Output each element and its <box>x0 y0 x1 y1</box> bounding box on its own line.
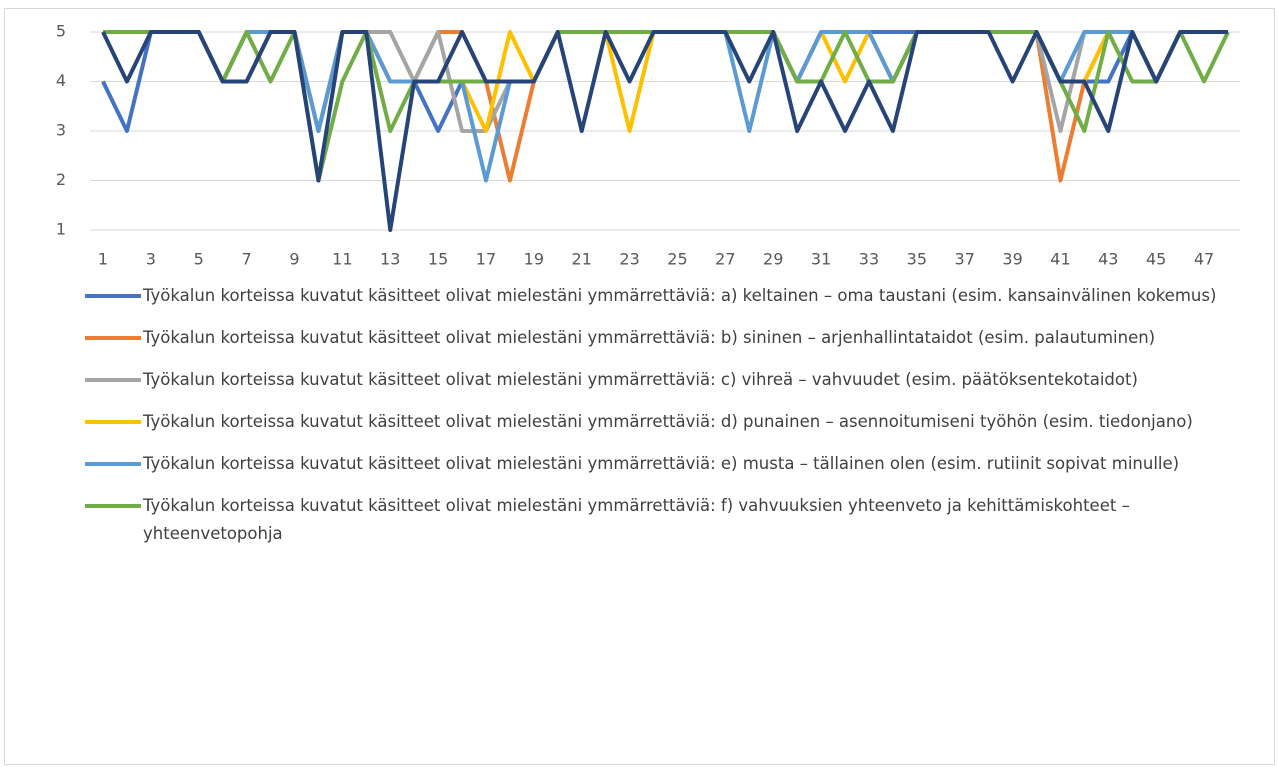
x-tick-label: 25 <box>667 250 687 269</box>
series-line <box>101 30 1228 232</box>
legend-swatch <box>85 504 141 508</box>
x-tick-label: 19 <box>524 250 544 269</box>
x-tick-label: 33 <box>859 250 879 269</box>
x-tick-label: 23 <box>619 250 639 269</box>
legend-entry: Työkalun korteissa kuvatut käsitteet oli… <box>85 324 1235 352</box>
x-tick-label: 29 <box>763 250 783 269</box>
series-line <box>103 30 1230 183</box>
x-tick-label: 3 <box>146 250 156 269</box>
legend-swatch <box>85 294 141 298</box>
legend-entry: Työkalun korteissa kuvatut käsitteet oli… <box>85 282 1235 310</box>
chart-frame <box>4 8 1275 765</box>
x-tick-label: 7 <box>242 250 252 269</box>
y-tick-label: 3 <box>56 121 66 140</box>
x-tick-label: 31 <box>811 250 831 269</box>
legend: Työkalun korteissa kuvatut käsitteet oli… <box>85 282 1235 562</box>
y-tick-label: 1 <box>56 220 66 239</box>
x-tick-label: 15 <box>428 250 448 269</box>
legend-entry: Työkalun korteissa kuvatut käsitteet oli… <box>85 408 1235 436</box>
legend-label: Työkalun korteissa kuvatut käsitteet oli… <box>143 496 1130 543</box>
x-tick-label: 41 <box>1050 250 1070 269</box>
x-tick-label: 13 <box>380 250 400 269</box>
legend-label: Työkalun korteissa kuvatut käsitteet oli… <box>143 328 1156 347</box>
legend-entry: Työkalun korteissa kuvatut käsitteet oli… <box>85 492 1235 548</box>
x-tick-label: 1 <box>98 250 108 269</box>
legend-label: Työkalun korteissa kuvatut käsitteet oli… <box>143 286 1217 305</box>
x-tick-label: 47 <box>1194 250 1214 269</box>
x-tick-label: 17 <box>476 250 496 269</box>
y-tick-label: 5 <box>56 22 66 41</box>
legend-swatch <box>85 420 141 424</box>
x-tick-label: 9 <box>289 250 299 269</box>
x-tick-label: 45 <box>1146 250 1166 269</box>
legend-swatch <box>85 462 141 466</box>
series-line <box>103 30 1228 183</box>
legend-label: Työkalun korteissa kuvatut käsitteet oli… <box>143 454 1180 473</box>
legend-swatch <box>85 378 141 382</box>
legend-swatch <box>85 336 141 340</box>
y-tick-label: 2 <box>56 170 66 189</box>
x-tick-label: 21 <box>572 250 592 269</box>
legend-label: Työkalun korteissa kuvatut käsitteet oli… <box>143 370 1138 389</box>
series-line <box>103 30 1228 183</box>
x-tick-label: 11 <box>332 250 352 269</box>
legend-entry: Työkalun korteissa kuvatut käsitteet oli… <box>85 450 1235 478</box>
x-tick-label: 35 <box>907 250 927 269</box>
legend-label: Työkalun korteissa kuvatut käsitteet oli… <box>143 412 1193 431</box>
x-tick-label: 5 <box>194 250 204 269</box>
x-tick-label: 43 <box>1098 250 1118 269</box>
x-tick-label: 39 <box>1002 250 1022 269</box>
x-tick-label: 27 <box>715 250 735 269</box>
y-tick-label: 4 <box>56 71 66 90</box>
x-tick-label: 37 <box>955 250 975 269</box>
legend-entry: Työkalun korteissa kuvatut käsitteet oli… <box>85 366 1235 394</box>
